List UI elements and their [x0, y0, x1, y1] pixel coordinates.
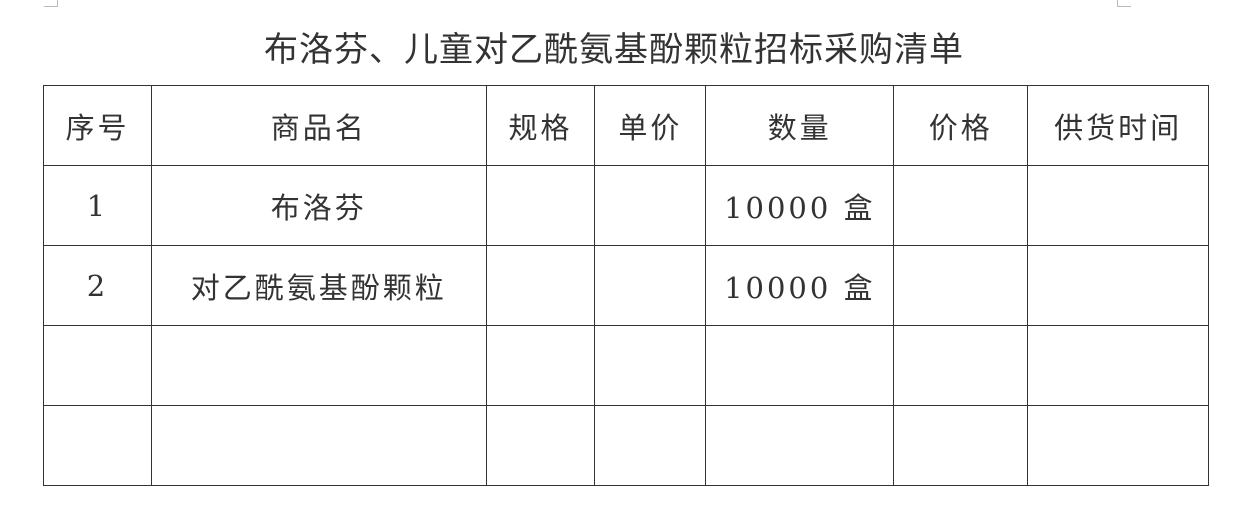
header-cell: 商品名 — [150, 85, 487, 166]
table-cell — [594, 325, 707, 406]
table-cell — [594, 405, 707, 486]
table-row: 1 布洛芬 10000 盒 — [43, 165, 1209, 246]
table-header-row: 序号 商品名 规格 单价 数量 价格 供货时间 — [43, 85, 1209, 166]
table-cell — [1027, 405, 1209, 486]
table-cell: 2 — [43, 245, 152, 326]
table-cell — [594, 245, 707, 326]
header-cell: 价格 — [893, 85, 1029, 166]
table-row: 2 对乙酰氨基酚颗粒 10000 盒 — [43, 245, 1209, 326]
table-cell — [1027, 245, 1209, 326]
table-cell: 布洛芬 — [150, 165, 487, 246]
header-cell: 数量 — [705, 85, 895, 166]
table-cell — [1027, 165, 1209, 246]
table-cell — [485, 325, 596, 406]
header-cell: 序号 — [43, 85, 152, 166]
header-cell: 单价 — [594, 85, 707, 166]
margin-mark-left — [44, 0, 58, 7]
table-cell: 10000 盒 — [705, 165, 895, 246]
table-cell — [150, 405, 487, 486]
page-title: 布洛芬、儿童对乙酰氨基酚颗粒招标采购清单 — [264, 30, 964, 70]
table-cell — [485, 405, 596, 486]
margin-mark-right — [1117, 0, 1131, 7]
table-cell — [893, 405, 1029, 486]
procurement-table: 序号 商品名 规格 单价 数量 价格 供货时间 1 布洛芬 10000 盒 2 对乙酰氨基酚颗粒 100… — [43, 85, 1209, 486]
header-cell: 供货时间 — [1027, 85, 1209, 166]
table-cell — [1027, 325, 1209, 406]
table-cell — [43, 405, 152, 486]
table-cell — [43, 325, 152, 406]
table-cell — [705, 325, 895, 406]
table-cell — [705, 405, 895, 486]
table-cell — [893, 245, 1029, 326]
table-cell — [485, 165, 596, 246]
table-cell — [485, 245, 596, 326]
table-row — [43, 325, 1209, 406]
table-cell — [150, 325, 487, 406]
table-cell — [893, 325, 1029, 406]
table-cell — [893, 165, 1029, 246]
table-cell: 1 — [43, 165, 152, 246]
table-row — [43, 405, 1209, 486]
header-cell: 规格 — [485, 85, 596, 166]
table-cell: 10000 盒 — [705, 245, 895, 326]
table-cell: 对乙酰氨基酚颗粒 — [150, 245, 487, 326]
table-cell — [594, 165, 707, 246]
